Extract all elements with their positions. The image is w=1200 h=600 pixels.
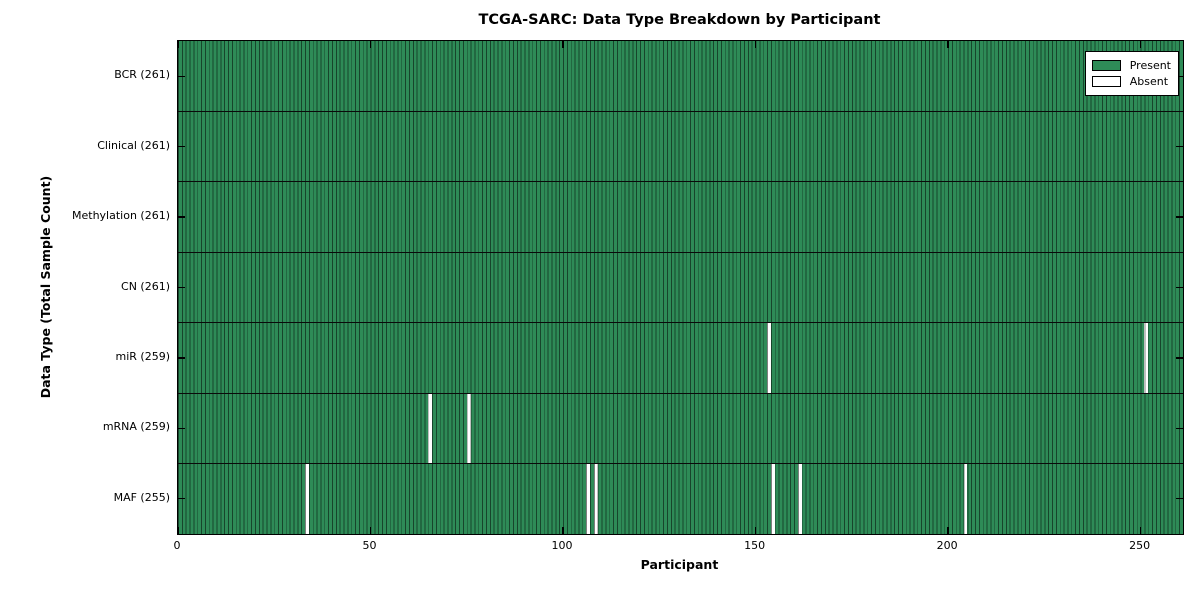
plot-area: Present Absent xyxy=(177,40,1184,535)
x-tick-top xyxy=(754,41,757,48)
y-tick-left xyxy=(178,216,185,218)
y-tick-label-Clinical: Clinical (261) xyxy=(97,138,170,152)
x-tick-bottom xyxy=(177,527,179,534)
x-tick-top xyxy=(562,41,564,48)
x-tick-label: 100 xyxy=(551,539,573,552)
y-tick-right xyxy=(1176,498,1183,500)
legend-entry-absent: Absent xyxy=(1091,75,1171,88)
absent-gap-MAF-154 xyxy=(770,463,775,534)
y-tick-left xyxy=(178,427,185,429)
y-tick-label-CN: CN (261) xyxy=(121,279,170,293)
row-separator xyxy=(178,392,1183,394)
y-tick-left xyxy=(178,75,185,77)
row-separator xyxy=(178,110,1183,112)
absent-gap-MAF-33 xyxy=(305,463,309,534)
legend-entry-present: Present xyxy=(1091,59,1171,72)
x-tick-label: 150 xyxy=(744,539,766,552)
legend: Present Absent xyxy=(1084,51,1179,96)
y-tick-left xyxy=(178,145,185,148)
x-tick-top xyxy=(1139,41,1142,48)
y-tick-label-MAF: MAF (255) xyxy=(113,490,170,504)
x-tick-top xyxy=(177,41,179,48)
x-tick-label: 50 xyxy=(362,539,377,552)
absent-gap-MAF-106 xyxy=(586,463,590,534)
row-separator xyxy=(178,251,1183,253)
bar-edge-texture xyxy=(178,41,1183,534)
absent-gap-mRNA-65 xyxy=(428,393,433,464)
legend-label: Present xyxy=(1129,59,1171,72)
y-tick-label-BCR: BCR (261) xyxy=(114,68,170,82)
y-tick-label-miR: miR (259) xyxy=(115,349,171,363)
legend-label: Absent xyxy=(1129,75,1169,88)
absent-gap-MAF-108 xyxy=(593,463,598,534)
x-tick-bottom xyxy=(1139,527,1142,534)
y-tick-right xyxy=(1176,75,1183,77)
x-tick-bottom xyxy=(369,527,372,534)
x-tick-bottom xyxy=(754,527,757,534)
y-tick-right xyxy=(1176,357,1183,359)
legend-swatch-absent xyxy=(1091,76,1121,87)
y-tick-label-mRNA: mRNA (259) xyxy=(102,420,170,434)
y-tick-label-Methylation: Methylation (261) xyxy=(72,209,170,223)
y-tick-left xyxy=(178,286,185,289)
x-tick-top xyxy=(369,41,372,48)
absent-gap-MAF-161 xyxy=(797,463,802,534)
y-tick-right xyxy=(1176,427,1183,429)
y-tick-right xyxy=(1176,286,1183,289)
x-tick-bottom xyxy=(562,527,564,534)
absent-gap-miR-251 xyxy=(1144,322,1149,394)
x-axis-label: Participant xyxy=(640,557,719,572)
y-tick-left xyxy=(178,498,185,500)
x-tick-label: 0 xyxy=(173,539,181,552)
y-tick-right xyxy=(1176,145,1183,148)
x-tick-top xyxy=(947,41,949,48)
row-separator xyxy=(178,181,1183,183)
y-tick-left xyxy=(178,357,185,359)
x-tick-label: 250 xyxy=(1129,539,1151,552)
row-separator xyxy=(178,463,1183,465)
x-tick-bottom xyxy=(947,527,949,534)
legend-swatch-present xyxy=(1091,60,1121,71)
y-tick-right xyxy=(1176,216,1183,218)
absent-gap-MAF-204 xyxy=(963,463,968,534)
row-separator xyxy=(178,322,1183,324)
chart-title: TCGA-SARC: Data Type Breakdown by Partic… xyxy=(478,12,881,28)
absent-gap-mRNA-75 xyxy=(466,393,471,464)
x-tick-label: 200 xyxy=(936,539,958,552)
absent-gap-miR-153 xyxy=(767,322,771,394)
